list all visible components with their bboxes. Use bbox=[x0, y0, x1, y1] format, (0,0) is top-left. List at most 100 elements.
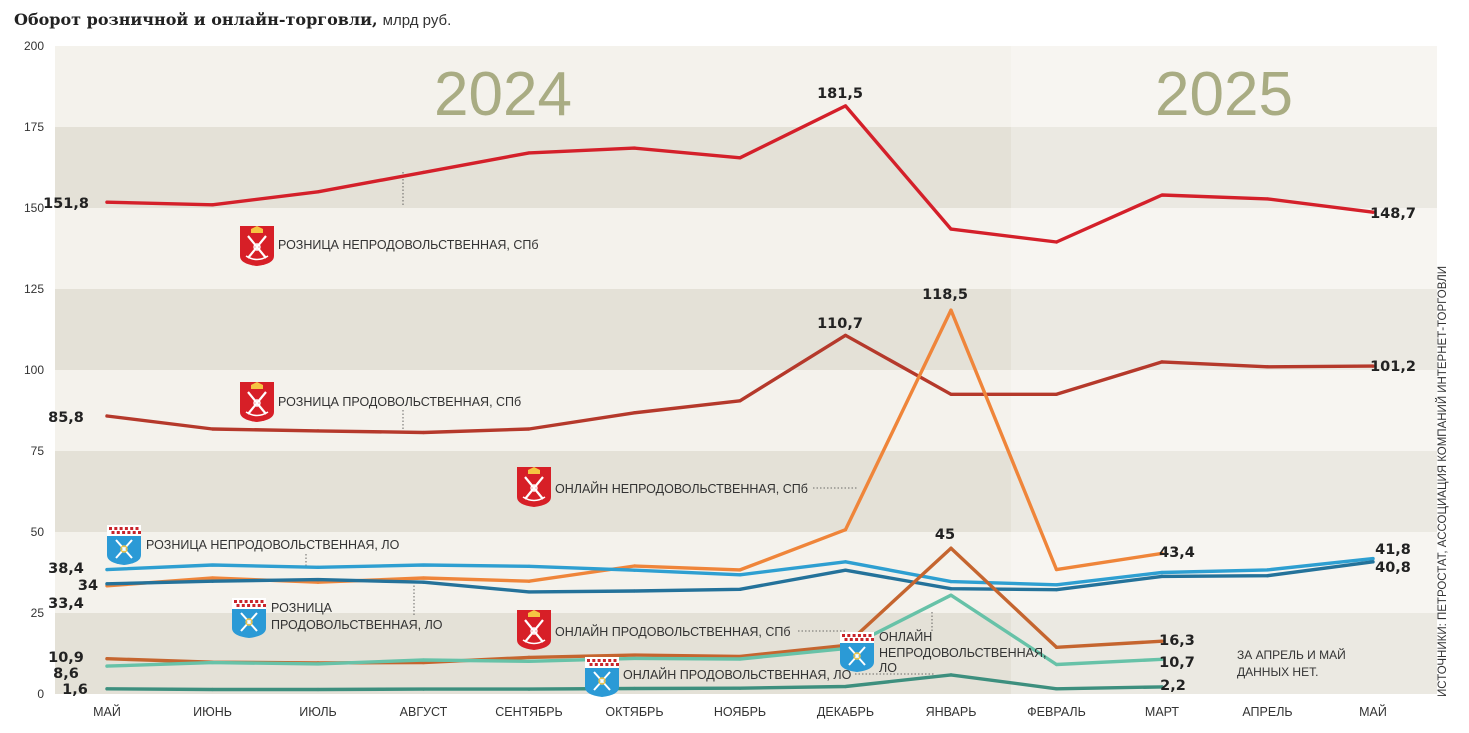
data-point bbox=[632, 411, 637, 415]
data-point bbox=[421, 658, 426, 662]
data-point bbox=[316, 429, 320, 433]
spb-coat-of-arms-icon bbox=[240, 226, 274, 266]
value-label-last: 101,2 bbox=[1370, 359, 1416, 375]
data-point bbox=[421, 580, 426, 584]
x-tick-label: ФЕВРАЛЬ bbox=[1027, 705, 1086, 719]
data-point bbox=[949, 593, 953, 597]
value-label-first: 34 bbox=[78, 578, 98, 594]
data-point bbox=[632, 564, 637, 568]
series-label-online-nonfood-lo-line2: НЕПРОДОВОЛЬСТВЕННАЯ, bbox=[879, 646, 1047, 660]
data-point bbox=[421, 170, 426, 174]
value-label-first: 33,4 bbox=[48, 596, 84, 612]
series-label-retail-food-lo-line1: РОЗНИЦА bbox=[271, 601, 333, 615]
series-label-retail-nonfood-spb: РОЗНИЦА НЕПРОДОВОЛЬСТВЕННАЯ, СПб bbox=[278, 238, 539, 252]
chart-title-main: Оборот розничной и онлайн-торговли, bbox=[14, 10, 378, 29]
data-point bbox=[105, 200, 109, 204]
y-tick-label: 125 bbox=[24, 282, 44, 296]
data-point bbox=[738, 657, 742, 661]
data-point bbox=[949, 546, 953, 550]
data-point bbox=[105, 687, 109, 691]
data-point bbox=[949, 227, 953, 231]
data-point bbox=[1160, 193, 1164, 197]
data-point bbox=[1054, 588, 1059, 592]
x-tick-label: АПРЕЛЬ bbox=[1242, 705, 1292, 719]
data-point bbox=[1160, 657, 1164, 661]
data-point bbox=[738, 156, 742, 160]
data-point bbox=[949, 587, 953, 591]
data-point bbox=[1265, 574, 1270, 578]
x-tick-label: НОЯБРЬ bbox=[714, 705, 766, 719]
data-point bbox=[210, 203, 215, 207]
data-point bbox=[527, 427, 531, 431]
data-point bbox=[632, 568, 637, 572]
spb-coat-of-arms-icon bbox=[240, 382, 274, 422]
value-label-peak: 110,7 bbox=[817, 316, 863, 332]
data-point bbox=[949, 673, 953, 677]
data-point bbox=[1054, 662, 1059, 667]
data-point bbox=[843, 333, 848, 337]
value-label-last: 40,8 bbox=[1375, 560, 1411, 576]
data-point bbox=[210, 579, 215, 583]
y-tick-label: 0 bbox=[37, 687, 44, 701]
data-point bbox=[949, 579, 953, 584]
grid-band bbox=[55, 451, 1437, 532]
grid-band bbox=[55, 370, 1437, 451]
y-tick-label: 50 bbox=[31, 525, 45, 539]
chart-title: Оборот розничной и онлайн-торговли, млрд… bbox=[14, 10, 451, 29]
data-point bbox=[1265, 365, 1270, 369]
data-point bbox=[210, 660, 215, 665]
data-point bbox=[210, 687, 215, 692]
data-point bbox=[316, 687, 320, 692]
data-point bbox=[527, 579, 531, 583]
x-tick-label: СЕНТЯБРЬ bbox=[495, 705, 563, 719]
x-tick-label: МАЙ bbox=[93, 704, 121, 719]
series-label-online-nonfood-lo-line3: ЛО bbox=[879, 661, 897, 675]
value-label-first: 151,8 bbox=[43, 196, 89, 212]
data-point bbox=[949, 392, 953, 396]
data-point bbox=[1160, 574, 1164, 578]
data-point bbox=[316, 190, 320, 194]
data-point bbox=[632, 656, 637, 660]
data-point bbox=[105, 582, 109, 586]
data-point bbox=[843, 528, 848, 532]
grid-band bbox=[55, 289, 1437, 370]
data-point bbox=[527, 687, 531, 691]
spb-coat-of-arms-icon bbox=[517, 467, 551, 507]
x-tick-label: МАЙ bbox=[1359, 704, 1387, 719]
grid-band bbox=[55, 46, 1437, 127]
value-label-first: 1,6 bbox=[62, 682, 88, 698]
data-point bbox=[738, 399, 742, 403]
value-label-last: 148,7 bbox=[1370, 206, 1416, 222]
value-label-peak: 45 bbox=[935, 527, 955, 543]
lo-coat-of-arms-icon bbox=[232, 598, 266, 638]
y-tick-label: 100 bbox=[24, 363, 44, 377]
series-label-online-food-spb: ОНЛАЙН ПРОДОВОЛЬСТВЕННАЯ, СПб bbox=[555, 624, 791, 639]
x-tick-label: АВГУСТ bbox=[400, 705, 448, 719]
value-label-last: 2,2 bbox=[1160, 678, 1186, 694]
data-point bbox=[527, 151, 531, 155]
data-point bbox=[421, 660, 426, 665]
data-point bbox=[210, 427, 215, 431]
spb-coat-of-arms-icon bbox=[517, 610, 551, 650]
data-point bbox=[527, 655, 531, 659]
data-point bbox=[105, 657, 109, 661]
data-point bbox=[527, 564, 531, 568]
year-label-2024: 2024 bbox=[434, 60, 572, 129]
data-point bbox=[1265, 568, 1270, 572]
lo-coat-of-arms-icon bbox=[107, 525, 141, 565]
x-tick-label: ОКТЯБРЬ bbox=[605, 705, 663, 719]
data-point bbox=[527, 590, 531, 594]
grid-band bbox=[55, 208, 1437, 289]
data-point bbox=[1160, 685, 1164, 689]
data-point bbox=[738, 573, 742, 577]
data-point bbox=[1054, 687, 1059, 691]
series-label-online-nonfood-lo-line1: ОНЛАЙН bbox=[879, 629, 932, 644]
series-label-retail-food-spb: РОЗНИЦА ПРОДОВОЛЬСТВЕННАЯ, СПб bbox=[278, 395, 521, 409]
data-point bbox=[738, 587, 742, 591]
y-tick-label: 75 bbox=[31, 444, 45, 458]
data-point bbox=[1160, 639, 1164, 643]
no-data-note: ЗА АПРЕЛЬ И МАЙ ДАННЫХ НЕТ. bbox=[1237, 648, 1346, 679]
data-point bbox=[105, 664, 109, 668]
data-point bbox=[843, 104, 848, 108]
